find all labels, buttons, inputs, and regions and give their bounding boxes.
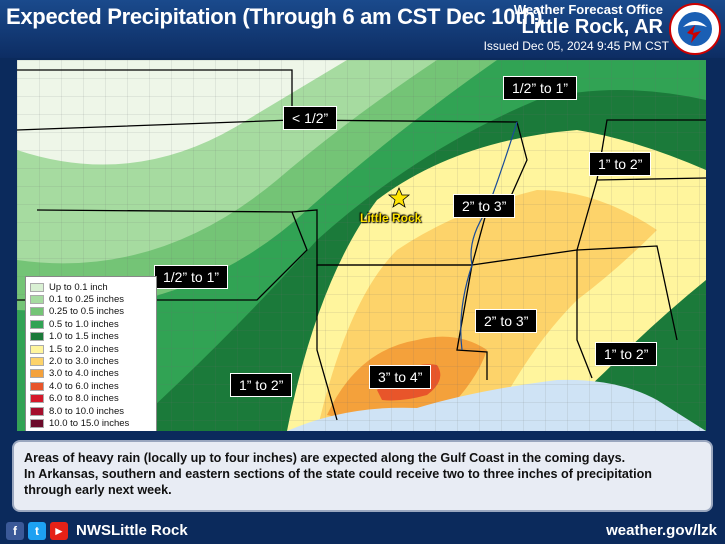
- header: Expected Precipitation (Through 6 am CST…: [0, 0, 725, 58]
- map-label: 1” to 2”: [230, 373, 293, 397]
- legend-item: 6.0 to 8.0 inches: [30, 393, 152, 405]
- legend-label: 0.25 to 0.5 inches: [49, 306, 124, 318]
- map-label: 1” to 2”: [595, 342, 658, 366]
- map-label: 1/2” to 1”: [154, 265, 229, 289]
- legend-label: 0.5 to 1.0 inches: [49, 318, 119, 330]
- map-label: 2” to 3”: [453, 194, 516, 218]
- legend-label: 3.0 to 4.0 inches: [49, 368, 119, 380]
- legend-swatch: [30, 295, 44, 305]
- legend-swatch: [30, 344, 44, 354]
- legend-label: 1.0 to 1.5 inches: [49, 331, 119, 343]
- legend-item: 2.0 to 3.0 inches: [30, 355, 152, 367]
- map-label: 3” to 4”: [369, 365, 432, 389]
- forecast-description: Areas of heavy rain (locally up to four …: [12, 440, 713, 512]
- youtube-icon[interactable]: ►: [50, 522, 68, 540]
- legend-item: 8.0 to 10.0 inches: [30, 405, 152, 417]
- description-line: In Arkansas, southern and eastern sectio…: [24, 467, 652, 497]
- legend-label: 0.1 to 0.25 inches: [49, 294, 124, 306]
- little-rock-star-icon: [387, 186, 411, 208]
- map-label: 1” to 2”: [589, 152, 652, 176]
- legend-swatch: [30, 406, 44, 416]
- legend-label: 4.0 to 6.0 inches: [49, 380, 119, 392]
- legend-swatch: [30, 319, 44, 329]
- legend-swatch: [30, 394, 44, 404]
- legend-label: 1.5 to 2.0 inches: [49, 343, 119, 355]
- map-label: 1/2” to 1”: [503, 76, 578, 100]
- legend-item: 1.5 to 2.0 inches: [30, 343, 152, 355]
- map-legend: Up to 0.1 inch 0.1 to 0.25 inches 0.25 to …: [25, 276, 157, 431]
- legend-item: 1.0 to 1.5 inches: [30, 331, 152, 343]
- nws-logo-icon: [669, 3, 721, 55]
- social-handle[interactable]: NWSLittle Rock: [76, 522, 188, 539]
- map-label: < 1/2”: [283, 106, 338, 130]
- facebook-icon[interactable]: f: [6, 522, 24, 540]
- legend-item: 0.25 to 0.5 inches: [30, 306, 152, 318]
- legend-swatch: [30, 369, 44, 379]
- issued-time: Issued Dec 05, 2024 9:45 PM CST: [483, 39, 669, 53]
- legend-item: 0.1 to 0.25 inches: [30, 293, 152, 305]
- legend-label: 2.0 to 3.0 inches: [49, 356, 119, 368]
- footer: f t ► NWSLittle Rock weather.gov/lzk: [0, 518, 725, 544]
- legend-item: 4.0 to 6.0 inches: [30, 380, 152, 392]
- legend-swatch: [30, 418, 44, 428]
- description-line: Areas of heavy rain (locally up to four …: [24, 451, 626, 465]
- map-label: 2” to 3”: [475, 309, 538, 333]
- legend-item: 3.0 to 4.0 inches: [30, 368, 152, 380]
- page-title: Expected Precipitation (Through 6 am CST…: [6, 4, 543, 29]
- legend-label: 8.0 to 10.0 inches: [49, 405, 124, 417]
- website-link[interactable]: weather.gov/lzk: [606, 522, 717, 539]
- legend-label: Up to 0.1 inch: [49, 281, 108, 293]
- legend-swatch: [30, 332, 44, 342]
- legend-item: 10.0 to 15.0 inches: [30, 417, 152, 429]
- legend-label: 10.0 to 15.0 inches: [49, 417, 130, 429]
- legend-swatch: [30, 381, 44, 391]
- legend-swatch: [30, 282, 44, 292]
- twitter-icon[interactable]: t: [28, 522, 46, 540]
- legend-swatch: [30, 307, 44, 317]
- legend-item: Up to 0.1 inch: [30, 281, 152, 293]
- office-name: Little Rock, AR: [521, 16, 664, 38]
- legend-label: 6.0 to 8.0 inches: [49, 393, 119, 405]
- precipitation-map: Little Rock 1/2” to 1” < 1/2” 1” to 2” 2…: [17, 60, 706, 431]
- city-label: Little Rock: [360, 211, 422, 225]
- legend-swatch: [30, 357, 44, 367]
- legend-item: 0.5 to 1.0 inches: [30, 318, 152, 330]
- office-label: Weather Forecast Office: [513, 2, 663, 17]
